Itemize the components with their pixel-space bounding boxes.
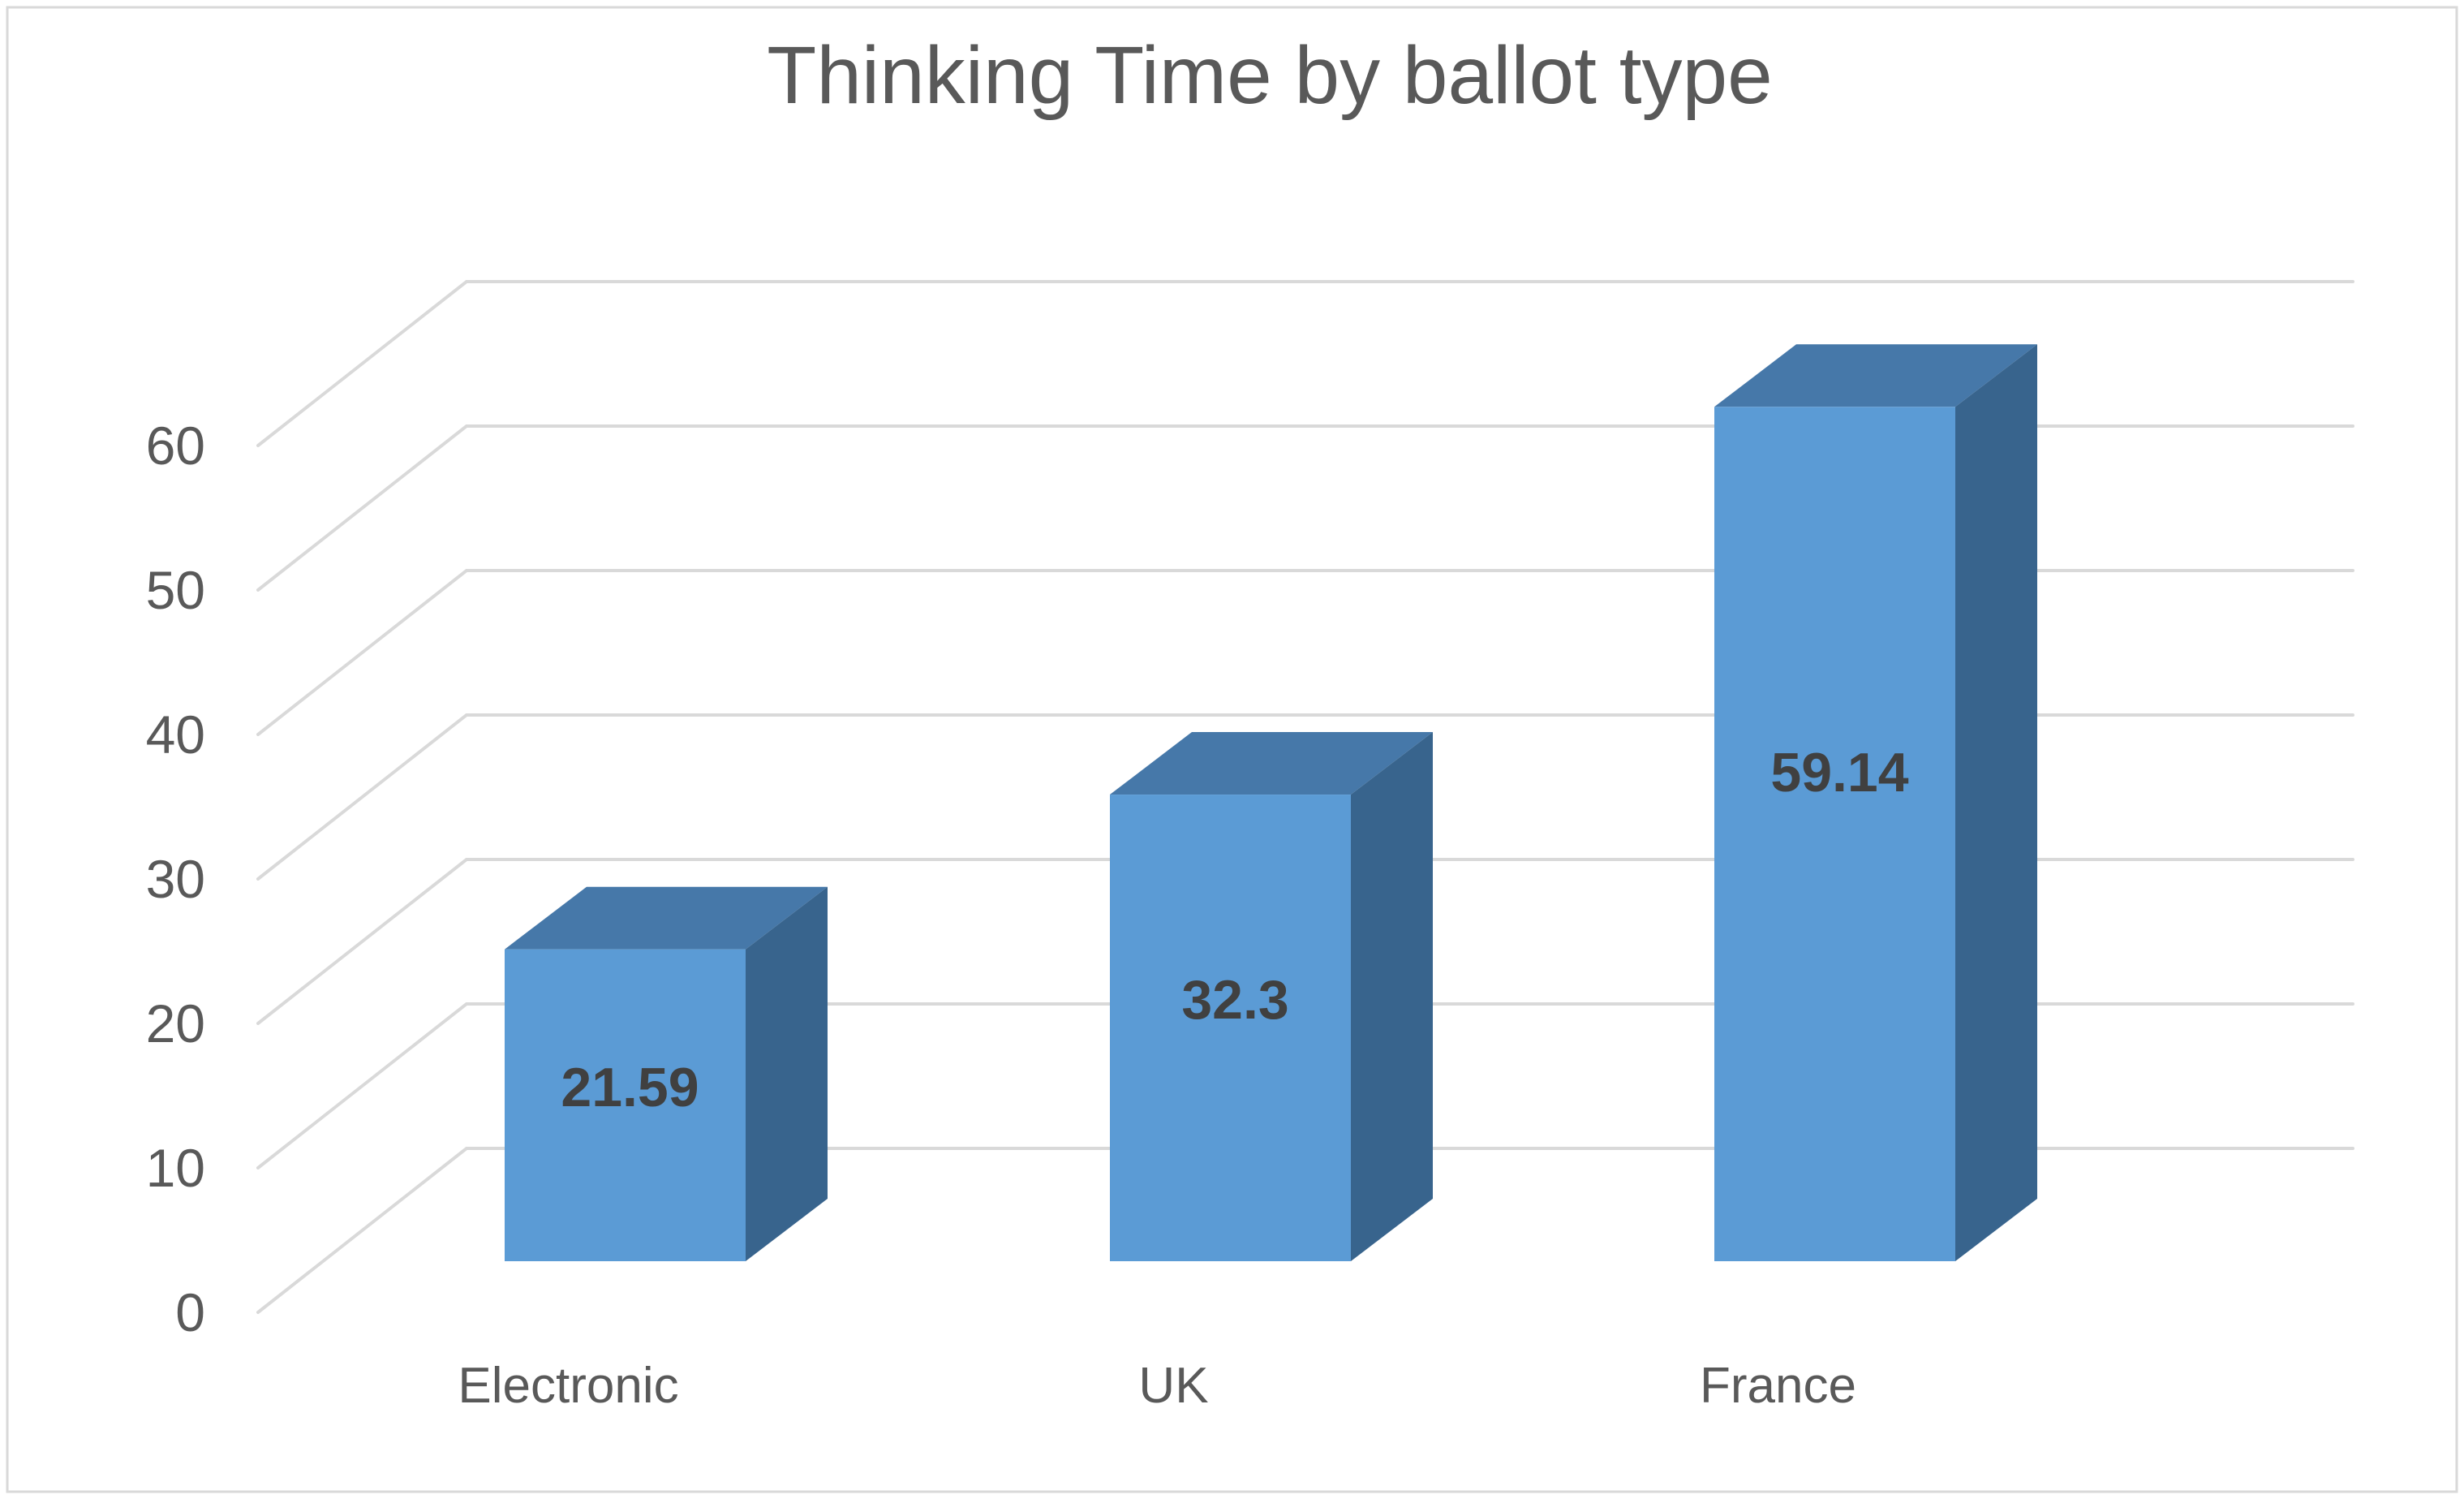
bar-france (1714, 407, 1955, 1262)
bar-electronic-side-face (746, 886, 828, 1261)
x-axis-category-label-uk: UK (1138, 1358, 1208, 1414)
bar-france-side-face (1955, 344, 2037, 1262)
gridline (256, 280, 2354, 447)
bar-electronic-top-face (505, 886, 828, 950)
data-label: 59.14 (1770, 742, 1908, 803)
y-axis-tick-label: 0 (175, 1282, 205, 1342)
bar-uk-top-face (1110, 732, 1433, 795)
data-label: 32.3 (1181, 969, 1288, 1031)
bars-group (505, 344, 2037, 1262)
y-axis-tick-label: 40 (146, 704, 205, 765)
data-label: 21.59 (561, 1057, 699, 1118)
x-axis-category-labels-group: Electronic UK France (458, 1358, 1856, 1414)
chart-title: Thinking Time by ballot type (767, 30, 1773, 121)
x-axis-category-label-electronic: Electronic (458, 1358, 678, 1414)
y-axis-tick-label: 50 (146, 560, 205, 620)
x-axis-category-label-france: France (1700, 1358, 1856, 1414)
y-axis-tick-label: 60 (146, 416, 205, 476)
y-axis-tick-label: 30 (146, 849, 205, 909)
y-axis-tick-label: 20 (146, 993, 205, 1053)
bar-uk (1110, 795, 1351, 1261)
y-axis-tick-labels-group: 0 10 20 30 40 50 60 (146, 416, 205, 1342)
bar-france-top-face (1714, 344, 2037, 407)
chart-border (6, 6, 2458, 1493)
bar-uk-side-face (1351, 732, 1433, 1261)
bar-electronic (505, 949, 746, 1261)
data-labels-group: 21.59 32.3 59.14 (561, 742, 1908, 1118)
y-axis-tick-label: 10 (146, 1138, 205, 1198)
